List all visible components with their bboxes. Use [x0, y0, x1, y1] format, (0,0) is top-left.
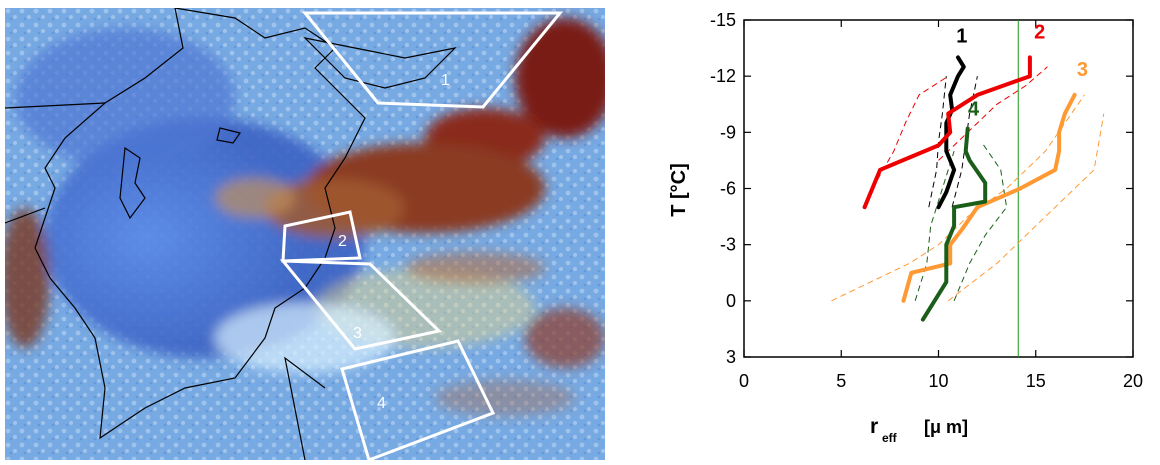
x-tick-label: 0: [739, 371, 749, 391]
satellite-image-svg: 1 2 3 4: [5, 8, 605, 460]
series-4-label: 4: [968, 98, 980, 120]
series-2-line: [862, 55, 1032, 210]
series-4-line: [920, 126, 988, 322]
y-tick-label: -3: [720, 235, 736, 255]
region-label-2: 2: [338, 233, 347, 250]
y-axis-label: T [°C]: [668, 163, 690, 217]
y-tick-label: -15: [710, 10, 736, 30]
sat-region-outlines: [279, 11, 564, 460]
x-tick-label: 15: [1026, 371, 1046, 391]
x-axis-label-subscript: eff: [882, 431, 898, 445]
series-3-band-0: [831, 94, 1085, 302]
chart-series-labels: 1 2 3 4: [956, 22, 1088, 121]
series-3-band-1: [947, 113, 1105, 302]
series-4-band-1: [953, 141, 1008, 301]
sat-cloud-masses: [5, 18, 605, 416]
y-tick-label: -6: [720, 179, 736, 199]
y-tick-label: 0: [726, 291, 736, 311]
y-tick-label: 3: [726, 347, 736, 367]
x-tick-label: 10: [928, 371, 948, 391]
temperature-reff-chart: 0 5 10 15 20-15-12-9-6-303 1 234 T [°C] r eff…: [668, 10, 1143, 445]
region-label-1: 1: [441, 72, 450, 89]
series-2-band-0: [871, 75, 949, 189]
chart-axes: 0 5 10 15 20-15-12-9-6-303: [710, 10, 1143, 391]
plot-frame: [743, 19, 1134, 358]
series-1-band-1: [951, 76, 978, 208]
series-2-label: 2: [1034, 22, 1045, 44]
chart-series-lines: [862, 55, 1077, 322]
x-tick-label: 5: [836, 371, 846, 391]
x-tick-label: 20: [1123, 371, 1143, 391]
series-2-band-1: [938, 66, 1048, 161]
y-tick-label: -9: [720, 122, 736, 142]
sat-coastline: [5, 8, 457, 460]
series-3-label: 3: [1077, 59, 1088, 81]
series-1-band-0: [928, 76, 947, 208]
series-1-label: 1: [956, 25, 967, 47]
chart-bands: [831, 66, 1105, 302]
series-3-line: [901, 92, 1077, 303]
region-label-4: 4: [377, 395, 386, 412]
x-axis-label: r: [870, 415, 878, 438]
x-axis-unit: [μ m]: [924, 417, 968, 437]
region-label-3: 3: [353, 325, 362, 342]
sat-region-labels: 1 2 3 4: [338, 72, 450, 412]
y-tick-label: -12: [710, 66, 736, 86]
satellite-image: 1 2 3 4: [5, 8, 605, 460]
